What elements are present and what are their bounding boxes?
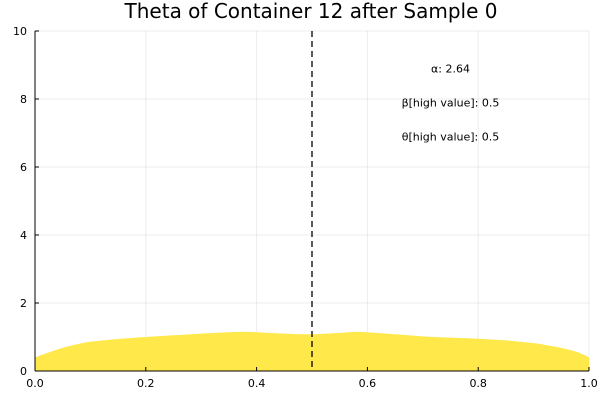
y-tick-label: 4 (20, 229, 27, 242)
tick-labels: 0.0 0.2 0.4 0.6 0.8 1.0 0 2 4 6 8 10 (13, 25, 598, 390)
x-tick-label: 0.8 (469, 377, 487, 390)
y-tick-label: 0 (20, 365, 27, 378)
annotation-text: β[high value]: 0.5 (402, 96, 500, 109)
x-tick-label: 0.2 (137, 377, 155, 390)
y-tick-label: 8 (20, 93, 27, 106)
x-tick-label: 0.6 (359, 377, 377, 390)
annotations: α: 2.64 β[high value]: 0.5 θ[high value]: … (402, 62, 500, 143)
chart-title: Theta of Container 12 after Sample 0 (124, 0, 498, 23)
y-tick-label: 2 (20, 297, 27, 310)
annotation-text: θ[high value]: 0.5 (402, 130, 500, 143)
y-tick-label: 6 (20, 161, 27, 174)
x-tick-label: 0.0 (26, 377, 44, 390)
annotation-text: α: 2.64 (431, 62, 470, 75)
y-tick-label: 10 (13, 25, 27, 38)
x-tick-label: 1.0 (580, 377, 598, 390)
axes (34, 30, 590, 372)
x-tick-label: 0.4 (248, 377, 266, 390)
